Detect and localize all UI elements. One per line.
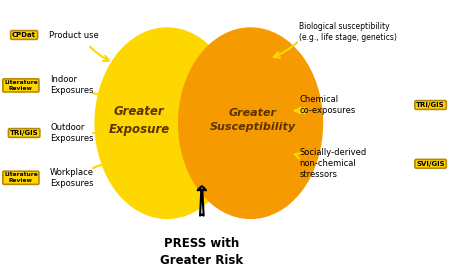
Text: CPDat: CPDat [12,32,36,38]
Text: Product use: Product use [49,31,98,39]
Text: Outdoor
Exposures: Outdoor Exposures [50,123,94,143]
Text: TRI/GIS: TRI/GIS [10,130,38,136]
Text: Indoor
Exposures: Indoor Exposures [50,75,94,95]
Text: PRESS with
Greater Risk: PRESS with Greater Risk [160,237,243,267]
Text: Chemical
co-exposures: Chemical co-exposures [299,95,355,115]
Text: Greater
Susceptibility: Greater Susceptibility [209,108,295,132]
Text: Workplace
Exposures: Workplace Exposures [50,168,94,188]
Text: Literature
Review: Literature Review [4,172,38,183]
Text: SVI/GIS: SVI/GIS [415,161,444,167]
Text: Greater
Exposure: Greater Exposure [108,105,169,136]
Text: Biological susceptibility
(e.g., life stage, genetics): Biological susceptibility (e.g., life st… [299,22,396,42]
Ellipse shape [95,28,238,218]
Text: Socially-derived
non-chemical
stressors: Socially-derived non-chemical stressors [299,148,366,179]
Text: Literature
Review: Literature Review [4,80,38,91]
Text: TRI/GIS: TRI/GIS [415,102,444,108]
Ellipse shape [178,28,322,218]
